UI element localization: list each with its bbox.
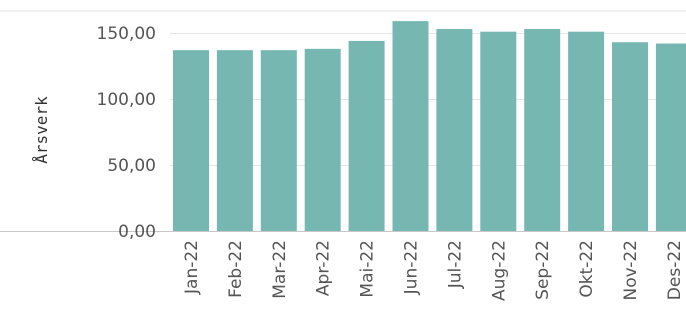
x-tick-label: Feb-22 (226, 240, 246, 298)
x-tick-label: Jul-22 (445, 240, 465, 289)
x-tick-label: Mar-22 (270, 240, 290, 299)
bar-aug-22[interactable] (480, 31, 517, 232)
x-axis-ticks: Jan-22 Feb-22 Mar-22 Apr-22 Mai-22 Jun-22 Jul-… (182, 240, 685, 301)
x-tick-label: Okt-22 (577, 240, 597, 298)
x-tick-label: Aug-22 (489, 240, 509, 301)
bar-mar-22[interactable] (260, 50, 297, 231)
y-tick-label: 0,00 (118, 222, 156, 242)
x-tick-label: Sep-22 (533, 240, 553, 300)
y-tick-label: 100,00 (97, 90, 156, 110)
x-tick-label: Apr-22 (314, 240, 334, 296)
y-axis-ticks: 0,00 50,00 100,00 150,00 (97, 24, 156, 242)
bars (173, 21, 686, 232)
y-tick-label: 50,00 (107, 156, 156, 176)
bar-sep-22[interactable] (524, 29, 561, 232)
x-tick-label: Jun-22 (402, 240, 422, 295)
bar-jul-22[interactable] (436, 29, 473, 232)
bar-des-22[interactable] (655, 43, 686, 232)
bar-nov-22[interactable] (612, 42, 648, 231)
bar-jun-22[interactable] (392, 21, 429, 232)
bar-jan-22[interactable] (173, 50, 209, 231)
bar-mai-22[interactable] (348, 40, 385, 231)
bar-okt-22[interactable] (568, 31, 605, 232)
y-axis-title: Årsverk (32, 96, 51, 164)
x-tick-label: Des-22 (665, 240, 685, 300)
x-tick-label: Jan-22 (182, 240, 202, 295)
y-tick-label: 150,00 (97, 24, 156, 44)
x-tick-label: Nov-22 (621, 240, 641, 301)
bar-apr-22[interactable] (304, 48, 341, 232)
x-tick-label: Mai-22 (358, 240, 378, 298)
bar-feb-22[interactable] (216, 50, 253, 231)
